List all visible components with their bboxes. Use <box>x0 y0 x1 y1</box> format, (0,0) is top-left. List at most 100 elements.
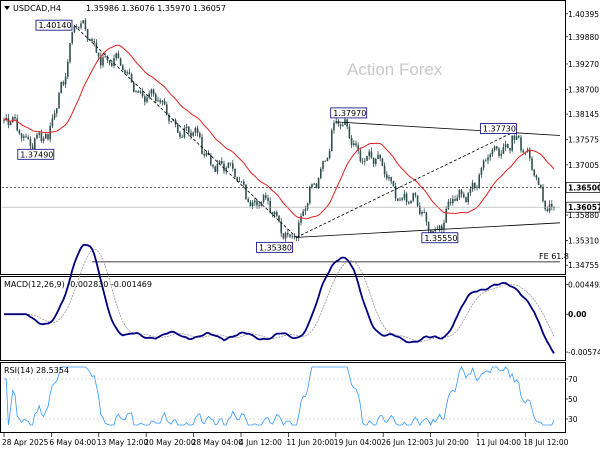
candle <box>58 91 60 110</box>
candle-body <box>500 153 502 156</box>
x-tick-label: 28 Apr 2025 <box>2 438 49 447</box>
candle-body <box>278 215 280 222</box>
candle <box>23 133 25 142</box>
candle-body <box>218 161 221 164</box>
candle <box>168 113 170 125</box>
candle-body <box>150 89 153 94</box>
annotation-label: 1.37730 <box>483 125 516 134</box>
candle <box>540 184 542 189</box>
candle-body <box>273 211 276 215</box>
candle <box>111 61 113 68</box>
annotation-label: 1.37490 <box>20 150 53 159</box>
candle-body <box>355 143 357 146</box>
candle-body <box>304 208 307 212</box>
candle <box>311 183 313 189</box>
candle-body <box>443 222 445 230</box>
candle <box>542 183 544 203</box>
candle-body <box>419 206 421 214</box>
y-tick-label: 1.39270 <box>568 60 599 69</box>
candle-body <box>71 32 73 44</box>
candle-body <box>548 204 551 212</box>
annotation-label: 1.37970 <box>333 109 366 118</box>
rsi-y-tick-label: 70 <box>568 375 578 384</box>
candle-body <box>379 154 381 159</box>
candle <box>388 174 390 182</box>
candle-body <box>170 121 172 122</box>
candle-body <box>544 200 546 210</box>
candle-body <box>454 199 456 201</box>
decline-line <box>73 24 297 238</box>
candle-body <box>542 187 544 201</box>
candle-body <box>401 198 403 200</box>
candle-body <box>157 100 159 102</box>
candle <box>75 24 78 30</box>
candle-body <box>509 147 511 151</box>
candle-body <box>69 43 71 62</box>
candle-body <box>113 58 115 66</box>
candle <box>240 181 243 183</box>
candle <box>482 159 485 171</box>
candle-body <box>487 157 489 161</box>
candle <box>157 96 159 102</box>
candle-body <box>254 200 256 203</box>
candle <box>447 198 450 210</box>
candle-body <box>122 65 124 71</box>
candle <box>386 171 388 181</box>
candle <box>80 20 82 30</box>
candle-body <box>111 63 113 66</box>
symbol-dropdown-icon[interactable] <box>4 6 10 10</box>
candle-body <box>34 138 36 149</box>
macd-panel <box>0 276 566 361</box>
candle-body <box>201 137 203 154</box>
candle <box>214 165 216 172</box>
candle-body <box>300 216 302 223</box>
macd-line <box>4 243 555 354</box>
candle <box>196 125 199 137</box>
candle <box>159 98 161 105</box>
candle-body <box>102 57 104 66</box>
candle <box>405 191 408 206</box>
candle-body <box>216 163 219 172</box>
candle-body <box>306 203 309 209</box>
candle-body <box>427 221 430 231</box>
candle <box>91 37 93 43</box>
candle-body <box>93 41 95 43</box>
candle-body <box>14 117 16 119</box>
candle <box>313 182 315 186</box>
candle-body <box>205 152 208 156</box>
candle-body <box>394 186 397 199</box>
candle <box>350 135 353 148</box>
candle-body <box>410 200 412 204</box>
candle-body <box>262 195 265 202</box>
candle-body <box>203 153 205 156</box>
candle <box>328 148 331 160</box>
candle <box>249 200 252 207</box>
candle <box>421 210 423 217</box>
candle-body <box>449 201 452 204</box>
candle <box>529 147 531 162</box>
candle-body <box>232 163 234 169</box>
candle <box>135 90 137 93</box>
upper-trendline <box>335 121 561 136</box>
candle <box>390 176 392 185</box>
candle-body <box>84 20 87 30</box>
candle-body <box>181 136 183 138</box>
candle <box>377 151 379 160</box>
candle <box>185 123 188 132</box>
candle <box>425 211 428 226</box>
macd-signal-line <box>4 248 555 342</box>
candle-body <box>482 160 485 168</box>
annotation-label: 1.35550 <box>424 234 457 243</box>
candle-body <box>214 166 216 172</box>
candle <box>16 114 18 132</box>
candle <box>210 153 212 167</box>
candle <box>104 52 106 58</box>
candle <box>45 132 47 139</box>
candle <box>128 68 131 75</box>
candle-body <box>491 149 494 155</box>
rsi-label: RSI(14) 28.5354 <box>4 366 69 375</box>
candle-body <box>372 157 375 164</box>
candle <box>73 24 76 34</box>
candle <box>130 72 133 83</box>
candle <box>467 191 469 205</box>
